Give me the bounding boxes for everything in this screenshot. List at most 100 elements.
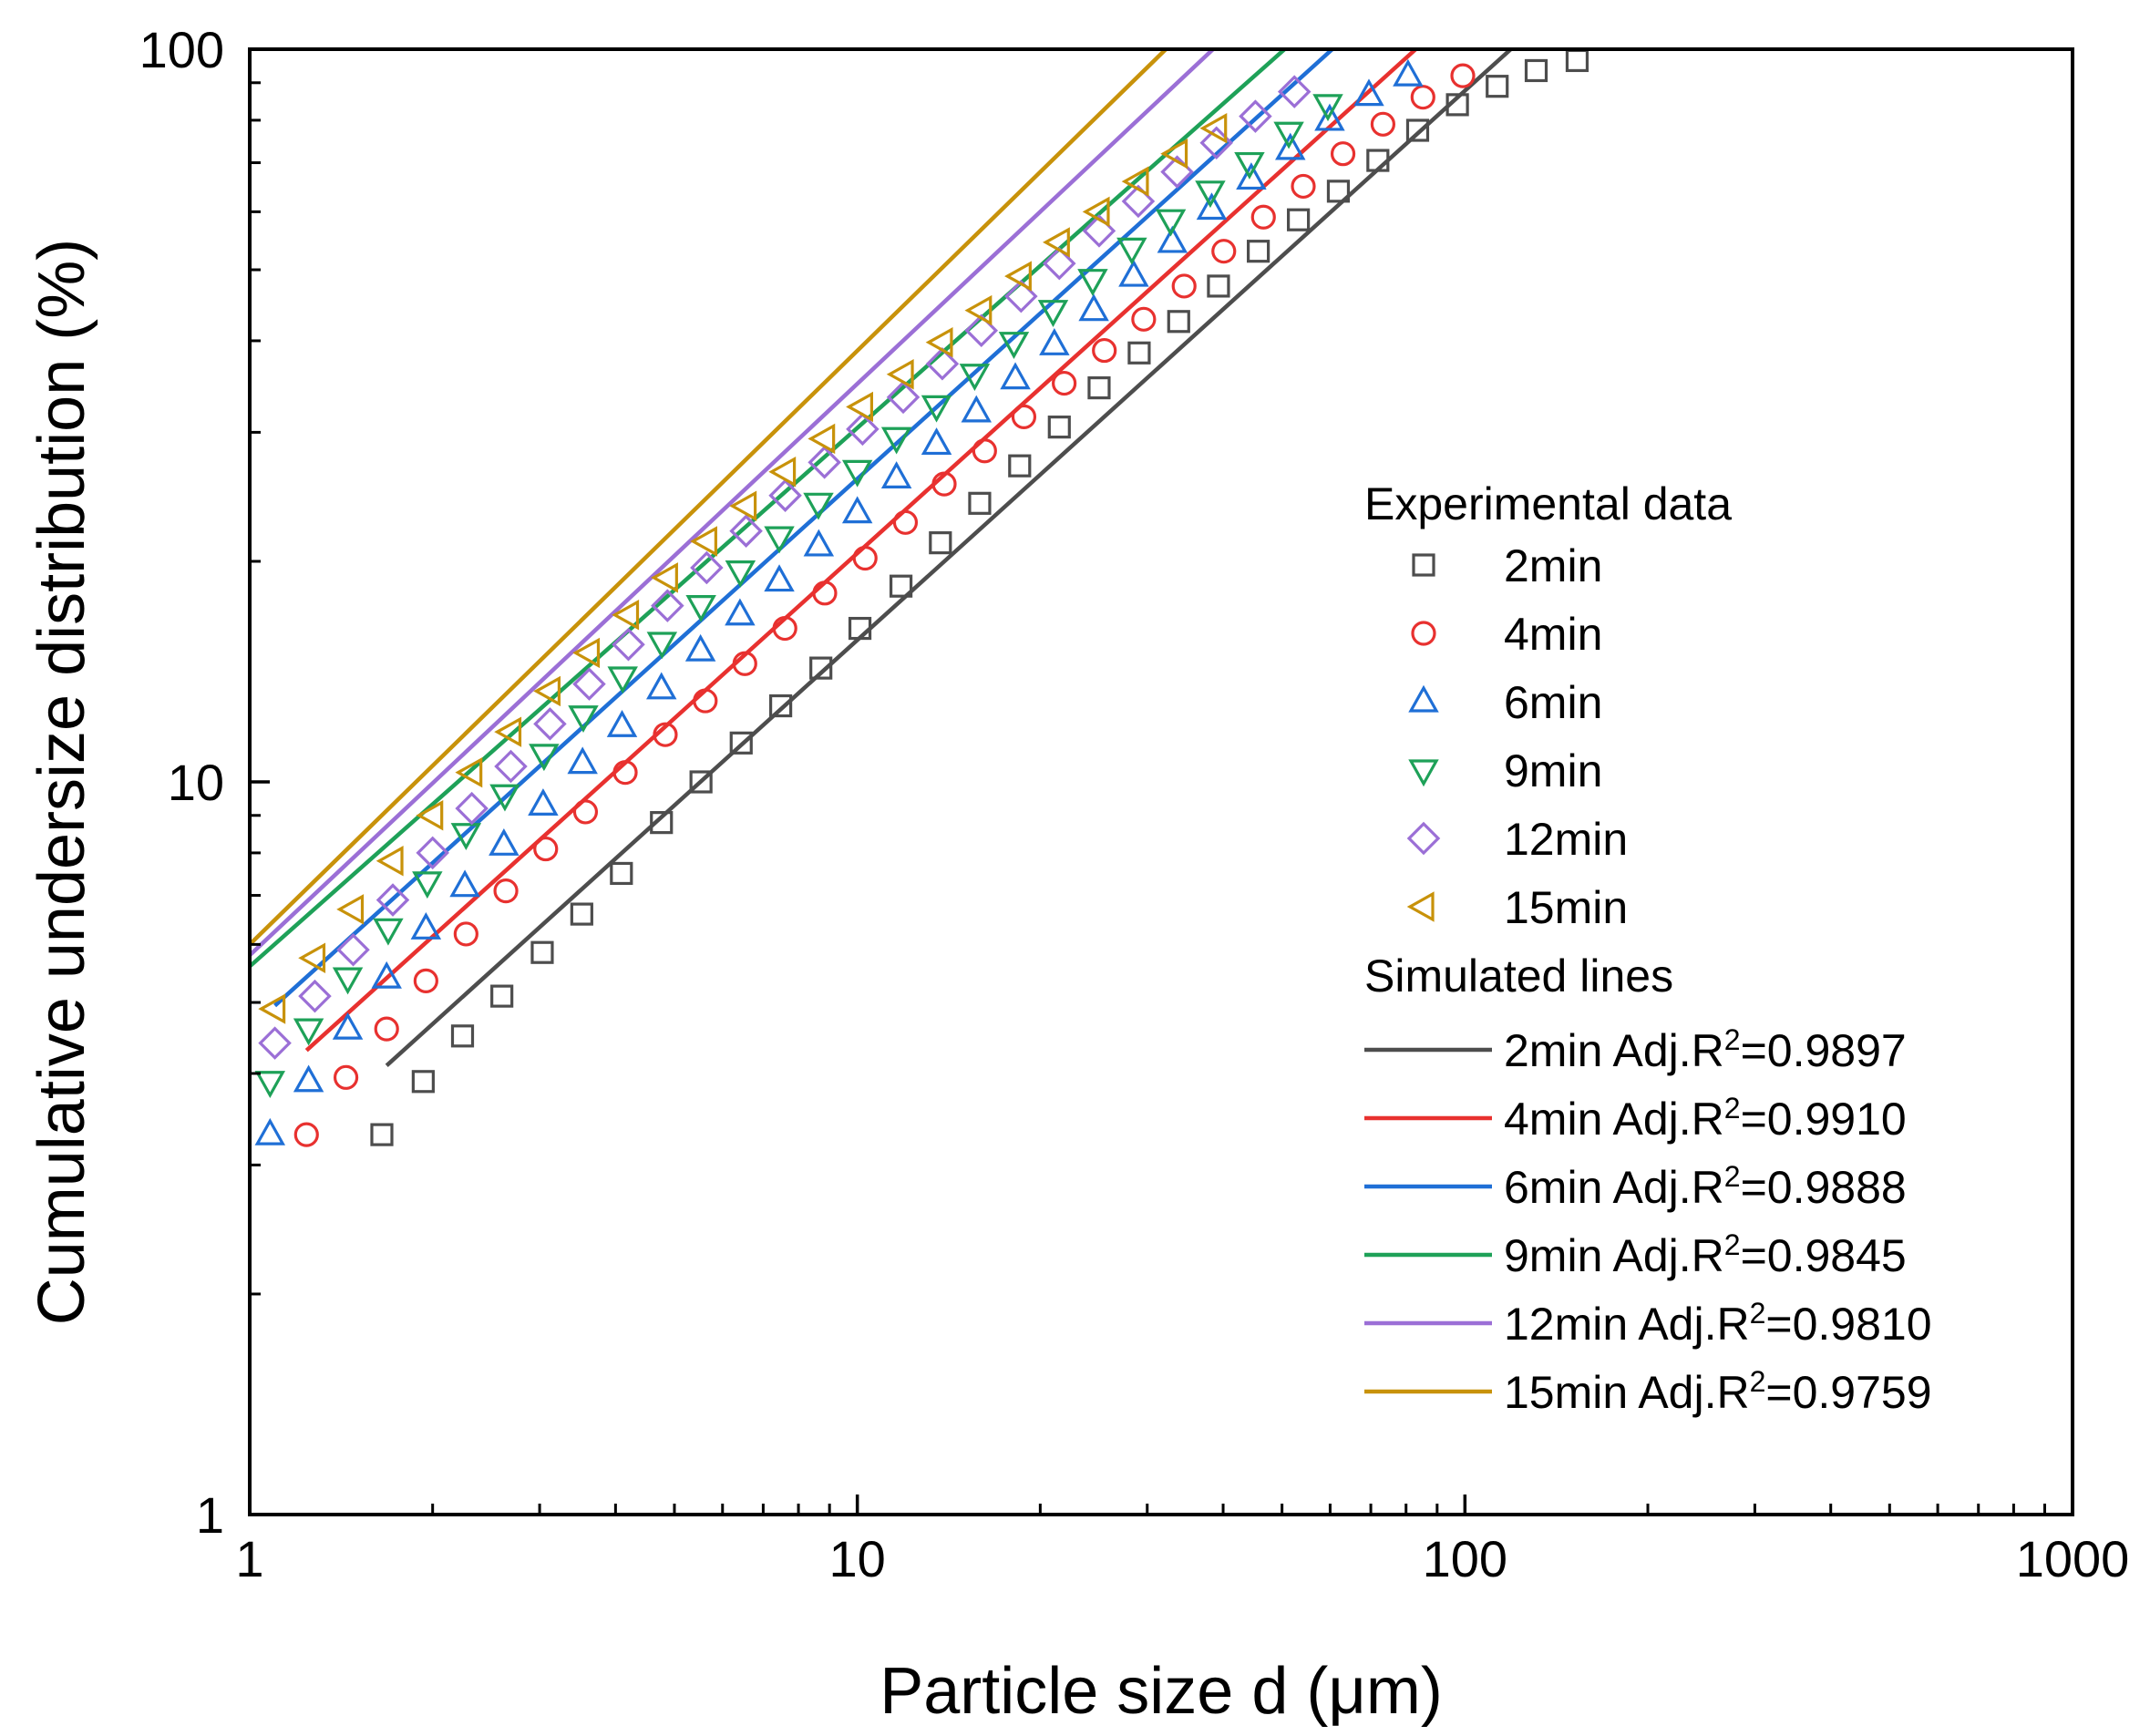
data-point-4min — [1011, 404, 1037, 429]
legend-marker-9min — [1408, 759, 1439, 787]
data-point-15min — [964, 294, 993, 326]
legend-fit-label-2min: 2min Adj.R2=0.9897 — [1504, 1023, 1907, 1076]
data-point-12min — [1239, 99, 1272, 133]
legend-marker-4min — [1411, 621, 1436, 646]
data-point-15min — [375, 846, 404, 877]
series-12min — [250, 49, 1312, 1060]
data-point-4min — [852, 545, 878, 571]
data-point-4min — [653, 722, 678, 747]
legend-superscript: 2 — [1750, 1297, 1766, 1330]
data-point-9min — [764, 526, 795, 554]
data-point-2min — [1047, 416, 1071, 439]
data-point-9min — [725, 560, 756, 588]
data-point-4min — [413, 968, 438, 994]
data-point-15min — [886, 359, 914, 390]
data-point-2min — [689, 770, 713, 794]
data-point-12min — [964, 313, 999, 348]
legend-label-6min: 6min — [1504, 677, 1602, 728]
series-group — [250, 49, 1589, 1147]
data-point-15min — [1199, 113, 1228, 144]
y-tick-label: 100 — [139, 21, 224, 78]
legend-r2-value: =0.9810 — [1765, 1299, 1931, 1350]
data-point-6min — [1236, 162, 1267, 190]
x-axis-title: Particle size d (μm) — [880, 1655, 1443, 1728]
data-point-15min — [1082, 196, 1110, 228]
data-point-15min — [690, 526, 717, 557]
data-point-12min — [416, 836, 449, 870]
legend-fit-name: 9min Adj.R — [1504, 1230, 1724, 1281]
data-point-9min — [921, 395, 952, 423]
data-point-9min — [1273, 121, 1304, 149]
data-point-2min — [1247, 240, 1270, 263]
data-point-6min — [764, 564, 795, 592]
legend-fit-label-15min: 15min Adj.R2=0.9759 — [1504, 1365, 1932, 1418]
data-point-9min — [998, 332, 1030, 359]
data-point-9min — [293, 1018, 324, 1046]
data-point-15min — [533, 675, 561, 707]
data-point-4min — [772, 615, 797, 642]
data-point-2min — [650, 811, 674, 835]
data-point-2min — [530, 940, 554, 964]
data-point-15min — [1004, 261, 1032, 292]
legend-r2-value: =0.9888 — [1741, 1162, 1907, 1213]
series-15min — [250, 49, 1228, 1024]
data-point-6min — [841, 496, 873, 524]
data-point-2min — [848, 616, 872, 641]
data-point-4min — [374, 1016, 399, 1042]
data-point-12min — [1043, 246, 1076, 281]
data-point-6min — [410, 912, 442, 940]
y-tick-label: 10 — [168, 754, 224, 811]
data-point-12min — [298, 979, 332, 1013]
data-point-9min — [254, 1071, 286, 1099]
legend-r2-value: =0.9910 — [1741, 1094, 1907, 1145]
y-tick-label: 1 — [196, 1486, 224, 1544]
data-point-6min — [528, 788, 559, 816]
data-point-15min — [455, 756, 483, 788]
legend-fit-label-4min: 4min Adj.R2=0.9910 — [1504, 1092, 1907, 1145]
data-point-9min — [685, 594, 716, 622]
data-point-6min — [1000, 362, 1031, 390]
data-point-12min — [925, 347, 960, 381]
legend-fit-name: 12min Adj.R — [1504, 1299, 1750, 1350]
data-point-12min — [455, 791, 489, 826]
data-point-6min — [371, 960, 402, 989]
data-point-4min — [533, 836, 559, 862]
data-point-9min — [489, 784, 520, 812]
data-point-9min — [959, 364, 991, 392]
data-point-12min — [651, 589, 684, 622]
data-point-2min — [1445, 93, 1469, 117]
data-point-4min — [493, 878, 519, 904]
data-point-12min — [258, 1026, 292, 1060]
data-point-12min — [1121, 184, 1156, 219]
data-point-12min — [1004, 279, 1038, 313]
data-point-9min — [841, 459, 873, 488]
fit-line-12min — [250, 49, 1215, 957]
data-point-9min — [607, 666, 638, 694]
data-point-12min — [612, 627, 645, 662]
data-point-6min — [1196, 192, 1228, 221]
data-point-9min — [1037, 300, 1069, 327]
data-point-6min — [880, 461, 912, 488]
data-point-2min — [411, 1070, 435, 1094]
legend-superscript: 2 — [1724, 1160, 1741, 1193]
data-point-12min — [533, 707, 567, 741]
legend-superscript: 2 — [1724, 1023, 1741, 1056]
ticks-group: 1 10 100 1000 1 10 100 — [139, 21, 2130, 1587]
data-point-4min — [972, 438, 997, 464]
plot-background — [250, 49, 2073, 1515]
legend-fit-name: 15min Adj.R — [1504, 1367, 1750, 1418]
data-point-9min — [332, 967, 364, 995]
data-point-15min — [416, 800, 444, 831]
x-tick-label: 1000 — [2016, 1530, 2130, 1587]
data-point-15min — [808, 423, 836, 455]
data-point-15min — [1043, 227, 1070, 258]
legend-fit-label-9min: 9min Adj.R2=0.9845 — [1504, 1228, 1907, 1281]
data-point-15min — [572, 637, 601, 669]
data-point-2min — [570, 902, 593, 926]
data-point-4min — [812, 580, 838, 606]
data-point-6min — [646, 672, 677, 700]
x-tick-label: 10 — [829, 1530, 886, 1587]
data-point-4min — [293, 1122, 319, 1147]
legend-label-15min: 15min — [1504, 882, 1628, 933]
